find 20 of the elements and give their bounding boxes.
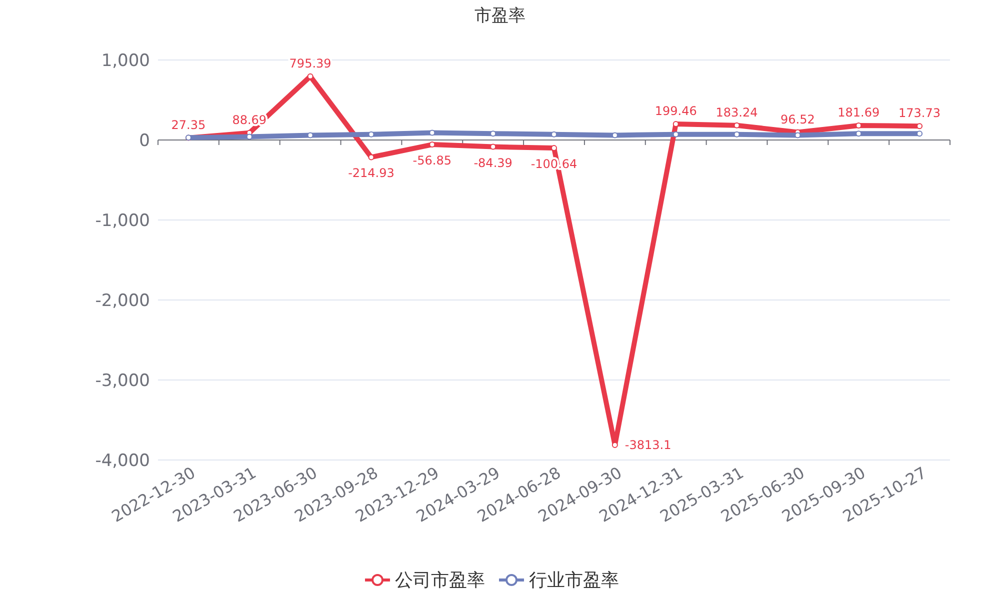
legend-label: 行业市盈率 [529, 570, 619, 591]
legend-label: 公司市盈率 [395, 570, 485, 591]
y-tick-label: -3,000 [95, 371, 150, 391]
y-tick-label: 0 [139, 131, 150, 151]
data-label: -56.85 [412, 154, 452, 168]
y-tick-label: -1,000 [95, 211, 150, 231]
data-label: 181.69 [838, 105, 880, 120]
data-label: 795.39 [289, 56, 332, 70]
chart-title: 市盈率 [474, 6, 526, 26]
data-label: -84.39 [474, 156, 512, 170]
data-label: -214.93 [348, 166, 394, 180]
y-tick-label: 1,000 [101, 51, 150, 71]
data-label: 96.52 [780, 112, 815, 126]
data-label: 173.73 [898, 106, 941, 120]
data-label: -3813.1 [624, 438, 672, 452]
data-label: 183.24 [716, 105, 758, 120]
y-tick-label: -2,000 [95, 291, 150, 311]
data-label: 27.35 [171, 118, 206, 132]
y-tick-label: -4,000 [95, 451, 150, 471]
data-label: 199.46 [654, 104, 697, 118]
